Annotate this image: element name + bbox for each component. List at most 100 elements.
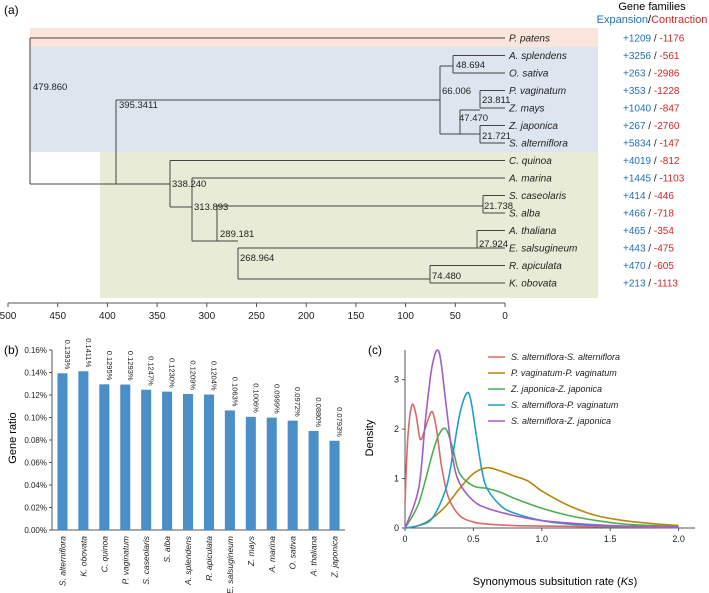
node-age-label: 268.964 bbox=[240, 253, 274, 264]
separator: / bbox=[646, 261, 654, 272]
species-label: S. alba bbox=[509, 209, 541, 220]
legend-entry: S. alterniflora-S. alterniflora bbox=[511, 352, 620, 362]
node-age-label: 395.3411 bbox=[119, 100, 158, 111]
bar-data-label: 0.1006% bbox=[251, 383, 260, 413]
gene-family-change: +1445 / -1103 bbox=[623, 174, 685, 185]
bar-data-label: 0.1063% bbox=[230, 377, 239, 407]
separator: / bbox=[651, 174, 659, 185]
bar-data-label: 0.0880% bbox=[314, 397, 323, 427]
expansion-value: +1445 bbox=[623, 174, 652, 185]
gene-family-change: +470 / -605 bbox=[623, 261, 674, 272]
contraction-value: -605 bbox=[654, 261, 674, 272]
time-axis: 500 450 400 350 300 250 200 150 100 50 0 bbox=[0, 302, 508, 322]
x-axis-category-label: A. thaliana bbox=[309, 536, 319, 577]
separator: / bbox=[646, 244, 654, 255]
bar-data-label: 0.1293% bbox=[126, 351, 135, 381]
separator: / bbox=[651, 139, 659, 150]
gene-family-change: +263 / -2986 bbox=[623, 69, 680, 80]
y-axis-tick-label: 3 bbox=[394, 375, 399, 385]
x-axis-label-suffix: ) bbox=[634, 576, 638, 588]
gene-family-change: +267 / -2760 bbox=[623, 121, 680, 132]
separator: / bbox=[646, 121, 654, 132]
bar bbox=[308, 431, 319, 530]
species-label: A. thaliana bbox=[508, 226, 557, 237]
panel-c-label: (c) bbox=[368, 343, 382, 357]
bar bbox=[99, 384, 110, 530]
bar bbox=[162, 391, 173, 530]
time-axis-tick-label: 200 bbox=[298, 311, 315, 322]
contraction-value: -2986 bbox=[654, 69, 680, 80]
density-curve bbox=[404, 349, 679, 529]
x-axis-category-label: C. quinoa bbox=[99, 536, 109, 573]
bar bbox=[183, 393, 194, 530]
tree-branches bbox=[29, 37, 505, 284]
panel-b-gene-ratio-chart: (b) Gene ratio 0.00% 0.02% 0.04% 0.06% 0.08%… bbox=[4, 338, 345, 593]
contraction-value: -561 bbox=[659, 51, 679, 62]
y-axis-tick-label: 1 bbox=[394, 474, 399, 484]
expansion-value: +213 bbox=[623, 279, 646, 290]
x-axis-tick-label: 0 bbox=[402, 534, 407, 544]
x-axis-category-label: O. sativa bbox=[288, 536, 298, 570]
y-axis-tick-label: 0.06% bbox=[24, 459, 47, 468]
legend-entry: Z. japonica-Z. japonica bbox=[510, 384, 602, 394]
y-axis-tick-label: 0 bbox=[394, 523, 399, 533]
x-axis-category-label: P. vaginatum bbox=[120, 536, 130, 585]
bar-data-label: 0.1411% bbox=[84, 338, 93, 367]
x-axis-category-label: K. obovata bbox=[78, 536, 88, 577]
species-label: Z. japonica bbox=[508, 121, 558, 132]
gene-family-change: +213 / -1113 bbox=[623, 279, 678, 290]
y-axis-tick-label: 0.14% bbox=[24, 369, 47, 378]
species-label: A. splendens bbox=[508, 51, 567, 62]
species-label: K. obovata bbox=[509, 279, 557, 290]
bar bbox=[78, 371, 89, 530]
time-axis-tick-label: 250 bbox=[248, 311, 265, 322]
bar-chart-bars: 0.1393% S. alterniflora 0.1411% K. obovata 0… bbox=[57, 338, 344, 593]
density-curve bbox=[404, 403, 679, 529]
density-curve bbox=[404, 466, 679, 529]
node-age-label: 338.240 bbox=[172, 179, 206, 190]
x-axis-category-label: S. caseolaris bbox=[141, 535, 151, 584]
contraction-value: -718 bbox=[654, 209, 674, 220]
contraction-value: -1103 bbox=[659, 174, 684, 185]
bar bbox=[141, 389, 152, 530]
node-age-label: 479.860 bbox=[33, 82, 67, 93]
bar bbox=[224, 410, 235, 530]
density-legend: S. alterniflora-S. alterniflora P. vagina… bbox=[488, 352, 620, 426]
contraction-value: -1228 bbox=[654, 86, 680, 97]
x-axis-category-label: Z. japonica bbox=[330, 536, 340, 579]
separator: / bbox=[651, 104, 659, 115]
species-label: C. quinoa bbox=[509, 156, 552, 167]
x-axis-label: Synonymous subsitution rate (Ks) bbox=[473, 576, 637, 588]
expansion-value: +1040 bbox=[623, 104, 652, 115]
species-label: R. apiculata bbox=[509, 261, 562, 272]
species-label: S. caseolaris bbox=[509, 191, 566, 202]
separator: / bbox=[646, 191, 654, 202]
bar-data-label: 0.1204% bbox=[209, 361, 218, 391]
expansion-value: +3256 bbox=[623, 51, 652, 62]
node-age-label: 21.721 bbox=[482, 131, 511, 142]
contraction-value: -446 bbox=[654, 191, 674, 202]
contraction-value: -1113 bbox=[654, 279, 679, 290]
time-axis-tick-label: 150 bbox=[348, 311, 365, 322]
gene-family-change: +1209 / -1176 bbox=[623, 34, 685, 45]
gene-family-change: +466 / -718 bbox=[623, 209, 674, 220]
bar bbox=[203, 394, 214, 530]
legend-slash: / bbox=[648, 14, 652, 26]
separator: / bbox=[646, 209, 654, 220]
node-age-label: 74.480 bbox=[432, 271, 461, 282]
contraction-value: -812 bbox=[659, 156, 679, 167]
bar-data-label: 0.1393% bbox=[63, 340, 72, 370]
gene-family-change: +4019 / -812 bbox=[623, 156, 680, 167]
clade-band-dicots bbox=[100, 152, 598, 298]
x-axis-tick-label: 2.0 bbox=[672, 534, 685, 544]
x-axis-category-label: R. apiculata bbox=[204, 536, 214, 581]
y-axis-tick-label: 0.02% bbox=[24, 504, 47, 513]
bar bbox=[120, 384, 131, 530]
x-axis-category-label: S. alba bbox=[162, 536, 172, 563]
bar-data-label: 0.1295% bbox=[105, 351, 114, 381]
legend-expansion-contraction: Expansion/Contraction bbox=[597, 14, 708, 26]
x-axis-label-prefix: Synonymous subsitution rate ( bbox=[473, 576, 621, 588]
density-curve bbox=[404, 427, 679, 529]
gene-family-change: +443 / -475 bbox=[623, 244, 674, 255]
